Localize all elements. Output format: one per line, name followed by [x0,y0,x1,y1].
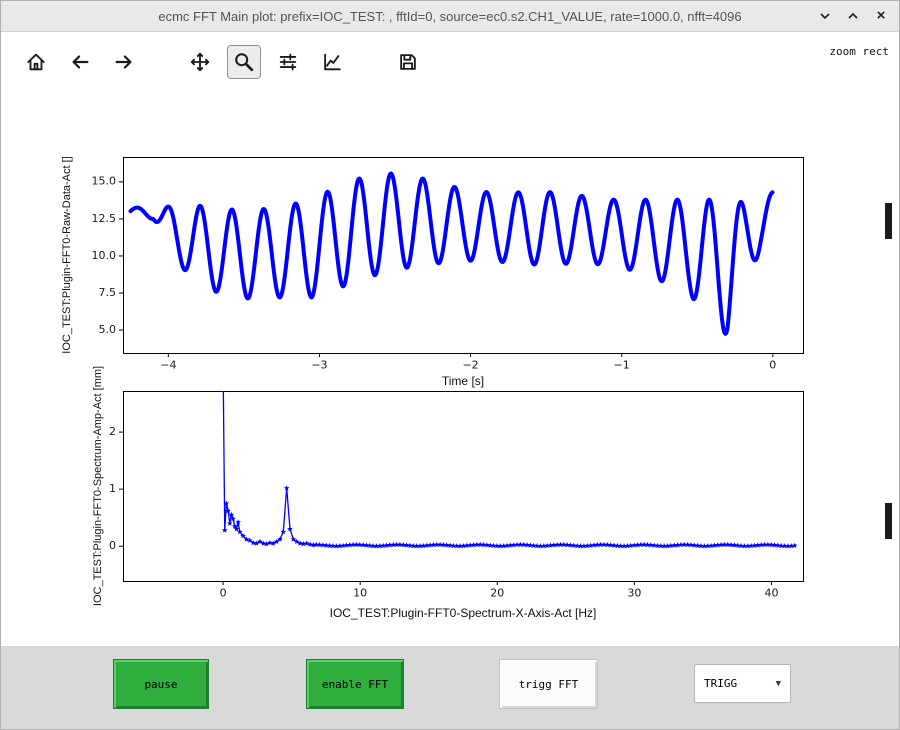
right-edge-mark-top [885,203,892,239]
right-edge-mark-bottom [885,503,892,539]
top-plot-ylabel: IOC_TEST:Plugin-FFT0-Raw-Data-Act [] [61,156,73,354]
home-button[interactable] [19,45,53,79]
back-button[interactable] [63,45,97,79]
chevron-down-icon[interactable] [817,8,833,24]
enable-fft-button[interactable]: enable FFT [306,659,404,709]
subplots-icon [279,53,297,71]
plot-canvas[interactable] [11,93,891,646]
trigg-mode-value: TRIGG [704,677,738,690]
chevron-down-icon: ▼ [775,678,781,689]
save-button[interactable] [391,45,425,79]
toolbar-buttons [1,32,899,79]
customize-axes-button[interactable] [315,45,349,79]
window-title: ecmc FFT Main plot: prefix=IOC_TEST: , f… [158,8,742,24]
titlebar[interactable]: ecmc FFT Main plot: prefix=IOC_TEST: , f… [1,1,899,32]
trigg-fft-button[interactable]: trigg FFT [499,659,598,709]
save-icon [400,54,416,70]
toolbar-spacer [359,62,381,63]
close-icon[interactable]: × [876,7,886,24]
configure-subplots-button[interactable] [271,45,305,79]
toolbar: zoom rect [1,32,899,93]
forward-button[interactable] [107,45,141,79]
home-icon [27,53,45,71]
bottom-plot-xlabel: IOC_TEST:Plugin-FFT0-Spectrum-X-Axis-Act… [329,606,597,620]
back-arrow-icon [72,55,89,69]
titlebar-buttons: × [817,1,889,31]
toolbar-mode-text: zoom rect [829,45,889,58]
trigg-mode-select[interactable]: TRIGG ▼ [694,664,791,703]
customize-icon [324,53,341,71]
pan-button[interactable] [183,45,217,79]
pause-button[interactable]: pause [113,659,209,709]
toolbar-spacer [151,62,173,63]
bottom-plot-ylabel: IOC_TEST:Plugin-FFT0-Spectrum-Amp-Act [m… [92,365,104,607]
top-plot-xlabel: Time [s] [441,374,485,388]
chevron-up-icon[interactable] [845,8,861,24]
controls-bar: pause enable FFT trigg FFT TRIGG ▼ [1,646,899,729]
zoom-icon [235,53,254,72]
zoom-rect-button[interactable] [227,45,261,79]
figure: IOC_TEST:Plugin-FFT0-Raw-Data-Act [] Tim… [11,93,891,646]
pan-icon [190,52,210,72]
forward-arrow-icon [115,55,132,69]
